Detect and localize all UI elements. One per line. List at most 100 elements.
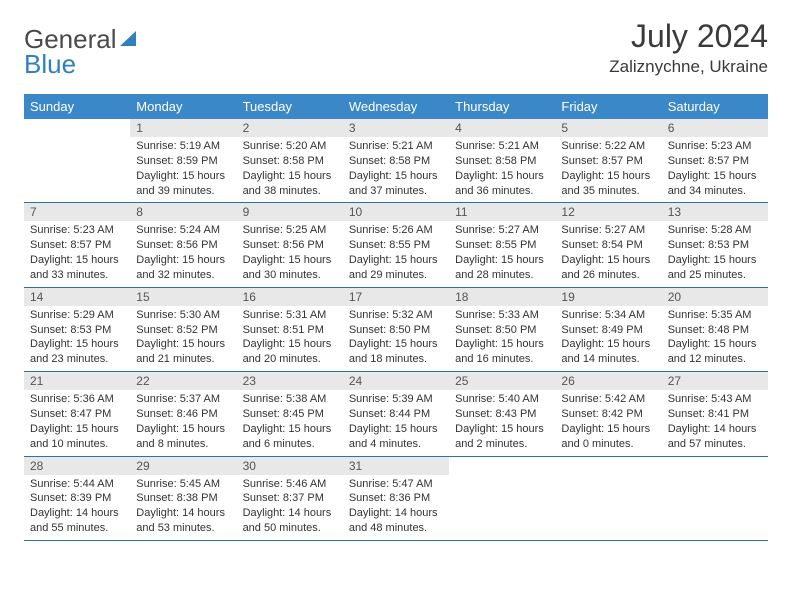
- sunrise-line: Sunrise: 5:23 AM: [30, 223, 124, 238]
- calendar-cell-empty: [449, 456, 555, 540]
- weekday-header: Thursday: [449, 94, 555, 119]
- daylight-line: Daylight: 15 hours and 23 minutes.: [30, 337, 124, 367]
- day-details: Sunrise: 5:46 AMSunset: 8:37 PMDaylight:…: [237, 475, 343, 540]
- day-details: Sunrise: 5:44 AMSunset: 8:39 PMDaylight:…: [24, 475, 130, 540]
- daylight-line: Daylight: 15 hours and 8 minutes.: [136, 422, 230, 452]
- sunset-line: Sunset: 8:45 PM: [243, 407, 337, 422]
- calendar-cell: 20Sunrise: 5:35 AMSunset: 8:48 PMDayligh…: [662, 287, 768, 371]
- day-number: 27: [662, 372, 768, 390]
- daylight-line: Daylight: 15 hours and 14 minutes.: [561, 337, 655, 367]
- daylight-line: Daylight: 14 hours and 48 minutes.: [349, 506, 443, 536]
- sunset-line: Sunset: 8:47 PM: [30, 407, 124, 422]
- sunset-line: Sunset: 8:54 PM: [561, 238, 655, 253]
- day-number: 30: [237, 457, 343, 475]
- sunrise-line: Sunrise: 5:25 AM: [243, 223, 337, 238]
- sunset-line: Sunset: 8:53 PM: [668, 238, 762, 253]
- calendar-cell: 23Sunrise: 5:38 AMSunset: 8:45 PMDayligh…: [237, 372, 343, 456]
- day-number: 10: [343, 203, 449, 221]
- calendar-cell: 19Sunrise: 5:34 AMSunset: 8:49 PMDayligh…: [555, 287, 661, 371]
- day-number: 3: [343, 119, 449, 137]
- sunrise-line: Sunrise: 5:26 AM: [349, 223, 443, 238]
- daylight-line: Daylight: 15 hours and 32 minutes.: [136, 253, 230, 283]
- day-number: 14: [24, 288, 130, 306]
- sunset-line: Sunset: 8:57 PM: [561, 154, 655, 169]
- day-details: Sunrise: 5:21 AMSunset: 8:58 PMDaylight:…: [343, 137, 449, 202]
- calendar-cell: 17Sunrise: 5:32 AMSunset: 8:50 PMDayligh…: [343, 287, 449, 371]
- day-details: Sunrise: 5:27 AMSunset: 8:55 PMDaylight:…: [449, 221, 555, 286]
- day-number: 11: [449, 203, 555, 221]
- daylight-line: Daylight: 15 hours and 21 minutes.: [136, 337, 230, 367]
- header: GeneralBlue July 2024 Zaliznychne, Ukrai…: [24, 18, 768, 80]
- day-details: Sunrise: 5:31 AMSunset: 8:51 PMDaylight:…: [237, 306, 343, 371]
- daylight-line: Daylight: 15 hours and 18 minutes.: [349, 337, 443, 367]
- calendar-cell: 5Sunrise: 5:22 AMSunset: 8:57 PMDaylight…: [555, 119, 661, 203]
- calendar-cell-empty: [24, 119, 130, 203]
- sunset-line: Sunset: 8:59 PM: [136, 154, 230, 169]
- day-details: Sunrise: 5:39 AMSunset: 8:44 PMDaylight:…: [343, 390, 449, 455]
- daylight-line: Daylight: 14 hours and 53 minutes.: [136, 506, 230, 536]
- daylight-line: Daylight: 15 hours and 26 minutes.: [561, 253, 655, 283]
- calendar-cell: 11Sunrise: 5:27 AMSunset: 8:55 PMDayligh…: [449, 203, 555, 287]
- sunset-line: Sunset: 8:44 PM: [349, 407, 443, 422]
- daylight-line: Daylight: 15 hours and 28 minutes.: [455, 253, 549, 283]
- sunset-line: Sunset: 8:55 PM: [455, 238, 549, 253]
- sunrise-line: Sunrise: 5:21 AM: [349, 139, 443, 154]
- sunset-line: Sunset: 8:58 PM: [243, 154, 337, 169]
- day-number: 16: [237, 288, 343, 306]
- sunset-line: Sunset: 8:57 PM: [668, 154, 762, 169]
- calendar-cell: 15Sunrise: 5:30 AMSunset: 8:52 PMDayligh…: [130, 287, 236, 371]
- sunset-line: Sunset: 8:51 PM: [243, 323, 337, 338]
- calendar-cell: 30Sunrise: 5:46 AMSunset: 8:37 PMDayligh…: [237, 456, 343, 540]
- sunrise-line: Sunrise: 5:33 AM: [455, 308, 549, 323]
- day-number: 25: [449, 372, 555, 390]
- day-details: Sunrise: 5:42 AMSunset: 8:42 PMDaylight:…: [555, 390, 661, 455]
- calendar-cell: 31Sunrise: 5:47 AMSunset: 8:36 PMDayligh…: [343, 456, 449, 540]
- sunrise-line: Sunrise: 5:43 AM: [668, 392, 762, 407]
- day-number: 1: [130, 119, 236, 137]
- day-details: Sunrise: 5:35 AMSunset: 8:48 PMDaylight:…: [662, 306, 768, 371]
- sunset-line: Sunset: 8:49 PM: [561, 323, 655, 338]
- logo-sail-icon: [119, 30, 139, 53]
- day-number: 29: [130, 457, 236, 475]
- daylight-line: Daylight: 15 hours and 38 minutes.: [243, 169, 337, 199]
- daylight-line: Daylight: 15 hours and 12 minutes.: [668, 337, 762, 367]
- sunset-line: Sunset: 8:53 PM: [30, 323, 124, 338]
- daylight-line: Daylight: 14 hours and 50 minutes.: [243, 506, 337, 536]
- day-number: 17: [343, 288, 449, 306]
- day-details: Sunrise: 5:23 AMSunset: 8:57 PMDaylight:…: [662, 137, 768, 202]
- day-number: 18: [449, 288, 555, 306]
- daylight-line: Daylight: 15 hours and 6 minutes.: [243, 422, 337, 452]
- weekday-header: Tuesday: [237, 94, 343, 119]
- calendar-row: 14Sunrise: 5:29 AMSunset: 8:53 PMDayligh…: [24, 287, 768, 371]
- day-details: Sunrise: 5:21 AMSunset: 8:58 PMDaylight:…: [449, 137, 555, 202]
- daylight-line: Daylight: 15 hours and 10 minutes.: [30, 422, 124, 452]
- weekday-header: Friday: [555, 94, 661, 119]
- title-block: July 2024 Zaliznychne, Ukraine: [609, 18, 768, 77]
- day-number: 6: [662, 119, 768, 137]
- calendar-cell: 4Sunrise: 5:21 AMSunset: 8:58 PMDaylight…: [449, 119, 555, 203]
- calendar-row: 1 Sunrise: 5:19 AMSunset: 8:59 PM Daylight…: [24, 119, 768, 203]
- sunset-line: Sunset: 8:55 PM: [349, 238, 443, 253]
- day-number: 12: [555, 203, 661, 221]
- logo-inner: GeneralBlue: [24, 24, 139, 80]
- calendar-cell: 2Sunrise: 5:20 AMSunset: 8:58 PMDaylight…: [237, 119, 343, 203]
- sunrise-line: Sunrise: 5:19 AM: [136, 139, 230, 154]
- calendar-row: 7Sunrise: 5:23 AMSunset: 8:57 PMDaylight…: [24, 203, 768, 287]
- sunset-line: Sunset: 8:58 PM: [349, 154, 443, 169]
- calendar-cell: 29Sunrise: 5:45 AMSunset: 8:38 PMDayligh…: [130, 456, 236, 540]
- day-details: Sunrise: 5:29 AMSunset: 8:53 PMDaylight:…: [24, 306, 130, 371]
- calendar-cell: 18Sunrise: 5:33 AMSunset: 8:50 PMDayligh…: [449, 287, 555, 371]
- month-title: July 2024: [609, 18, 768, 55]
- calendar-cell: 14Sunrise: 5:29 AMSunset: 8:53 PMDayligh…: [24, 287, 130, 371]
- day-details: Sunrise: 5:30 AMSunset: 8:52 PMDaylight:…: [130, 306, 236, 371]
- day-details: Sunrise: 5:33 AMSunset: 8:50 PMDaylight:…: [449, 306, 555, 371]
- calendar-cell: 10Sunrise: 5:26 AMSunset: 8:55 PMDayligh…: [343, 203, 449, 287]
- sunset-line: Sunset: 8:36 PM: [349, 491, 443, 506]
- sunrise-line: Sunrise: 5:27 AM: [455, 223, 549, 238]
- calendar-cell: 22Sunrise: 5:37 AMSunset: 8:46 PMDayligh…: [130, 372, 236, 456]
- day-number: 21: [24, 372, 130, 390]
- calendar-cell: 21 Sunrise: 5:36 AMSunset: 8:47 PMDayligh…: [24, 372, 130, 456]
- sunrise-line: Sunrise: 5:31 AM: [243, 308, 337, 323]
- daylight-line: Daylight: 15 hours and 35 minutes.: [561, 169, 655, 199]
- sunrise-line: Sunrise: 5:36 AM: [30, 392, 124, 407]
